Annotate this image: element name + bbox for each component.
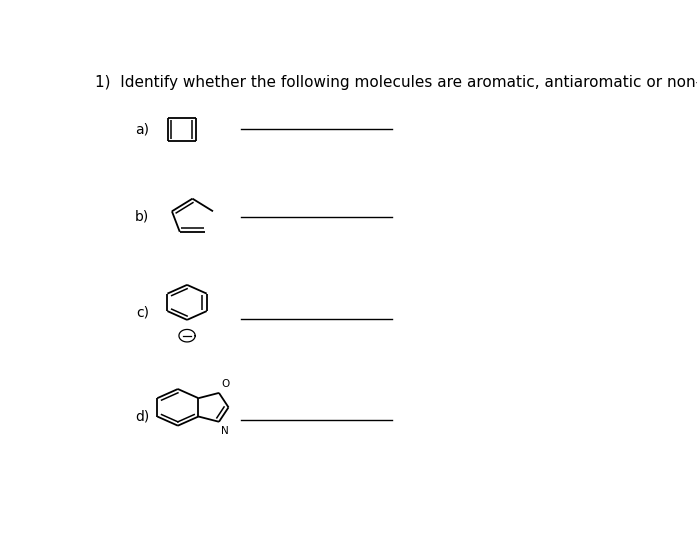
- Text: c): c): [136, 306, 149, 320]
- Text: d): d): [135, 410, 149, 424]
- Text: a): a): [135, 122, 149, 136]
- Text: 1)  Identify whether the following molecules are aromatic, antiaromatic or non-a: 1) Identify whether the following molecu…: [95, 75, 697, 90]
- Text: N: N: [220, 426, 229, 436]
- Text: O: O: [222, 379, 230, 389]
- Text: b): b): [135, 210, 149, 224]
